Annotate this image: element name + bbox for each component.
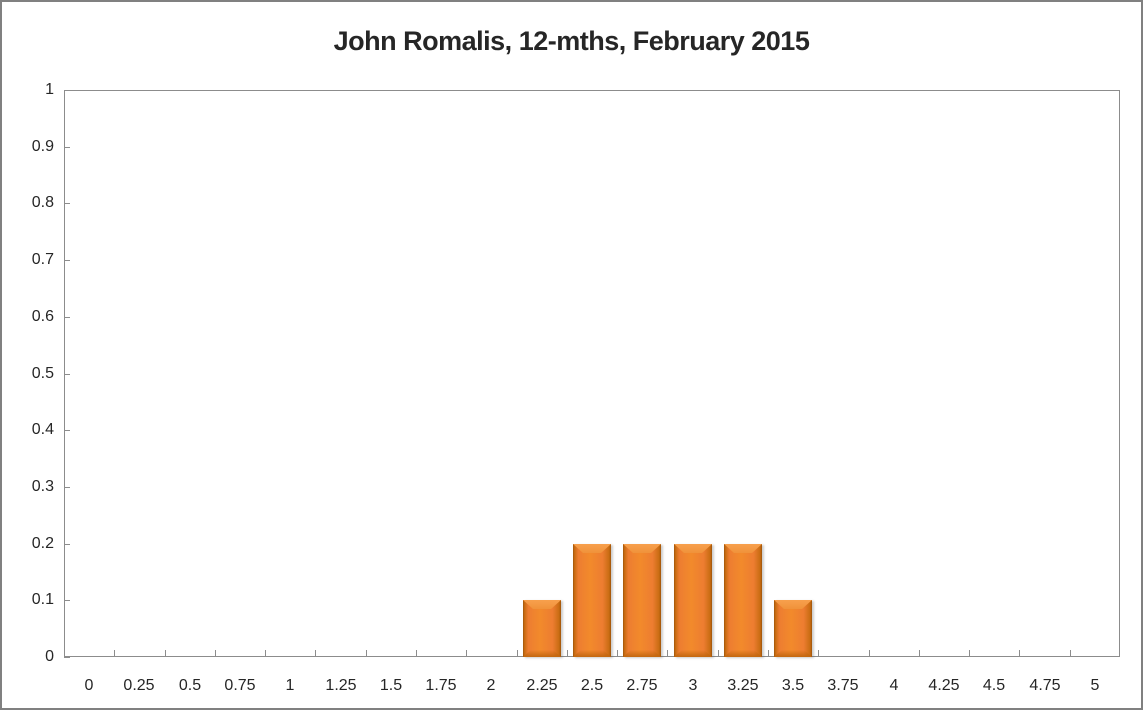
y-tick-label: 0.7 xyxy=(31,251,54,268)
bar-3.25 xyxy=(724,544,762,657)
x-tick-label: 4 xyxy=(889,677,899,694)
y-tick-label: 0.8 xyxy=(31,194,54,211)
y-tick-label: 0.1 xyxy=(31,591,54,608)
y-axis-tick xyxy=(64,430,70,431)
x-tick-label: 0.75 xyxy=(224,677,256,694)
y-axis-tick xyxy=(64,203,70,204)
x-axis-tick xyxy=(919,650,920,657)
x-axis-tick xyxy=(517,650,518,657)
x-axis-tick xyxy=(617,650,618,657)
x-tick-label: 2 xyxy=(486,677,496,694)
x-axis-tick xyxy=(315,650,316,657)
y-axis-tick xyxy=(64,374,70,375)
x-axis-tick xyxy=(718,650,719,657)
y-axis-tick xyxy=(64,600,70,601)
x-tick-label: 5 xyxy=(1090,677,1100,694)
x-tick-label: 3.5 xyxy=(781,677,805,694)
x-tick-label: 3.25 xyxy=(727,677,759,694)
bar-2.25 xyxy=(523,600,561,657)
y-tick-label: 1 xyxy=(45,81,54,98)
x-axis-tick xyxy=(768,650,769,657)
x-tick-label: 1 xyxy=(285,677,295,694)
bar-2.75 xyxy=(623,544,661,657)
x-axis-tick xyxy=(969,650,970,657)
x-axis-tick xyxy=(1019,650,1020,657)
x-tick-label: 3 xyxy=(688,677,698,694)
x-axis-tick xyxy=(165,650,166,657)
x-tick-label: 4.25 xyxy=(928,677,960,694)
y-axis-tick xyxy=(64,657,70,658)
chart-title: John Romalis, 12-mths, February 2015 xyxy=(333,26,810,56)
x-tick-label: 2.25 xyxy=(526,677,558,694)
x-axis-tick xyxy=(416,650,417,657)
bar-3.5 xyxy=(774,600,812,657)
y-axis-tick xyxy=(64,317,70,318)
x-tick-label: 2.5 xyxy=(580,677,604,694)
y-axis-tick xyxy=(64,487,70,488)
x-axis-tick xyxy=(667,650,668,657)
x-axis-tick xyxy=(1070,650,1071,657)
y-tick-label: 0 xyxy=(45,648,54,665)
x-axis-tick xyxy=(366,650,367,657)
y-tick-label: 0.5 xyxy=(31,365,54,382)
y-axis-tick xyxy=(64,90,70,91)
y-tick-label: 0.4 xyxy=(31,421,54,438)
x-tick-label: 3.75 xyxy=(827,677,859,694)
x-axis-tick xyxy=(567,650,568,657)
y-tick-label: 0.2 xyxy=(31,535,54,552)
y-axis-tick xyxy=(64,147,70,148)
y-tick-label: 0.6 xyxy=(31,308,54,325)
x-tick-label: 1.5 xyxy=(379,677,403,694)
x-tick-label: 2.75 xyxy=(626,677,658,694)
x-tick-label: 4.75 xyxy=(1029,677,1061,694)
x-tick-label: 0.5 xyxy=(178,677,202,694)
x-axis-tick xyxy=(818,650,819,657)
y-axis-tick xyxy=(64,260,70,261)
x-axis-tick xyxy=(265,650,266,657)
y-tick-label: 0.9 xyxy=(31,138,54,155)
x-axis-tick xyxy=(869,650,870,657)
x-tick-label: 1.75 xyxy=(425,677,457,694)
x-axis-tick xyxy=(466,650,467,657)
x-tick-label: 0 xyxy=(84,677,94,694)
y-axis-tick xyxy=(64,544,70,545)
x-axis-tick xyxy=(215,650,216,657)
x-tick-label: 4.5 xyxy=(982,677,1006,694)
x-axis-tick xyxy=(114,650,115,657)
bar-2.5 xyxy=(573,544,611,657)
x-tick-label: 0.25 xyxy=(123,677,155,694)
bar-3 xyxy=(674,544,712,657)
y-tick-label: 0.3 xyxy=(31,478,54,495)
x-tick-label: 1.25 xyxy=(325,677,357,694)
